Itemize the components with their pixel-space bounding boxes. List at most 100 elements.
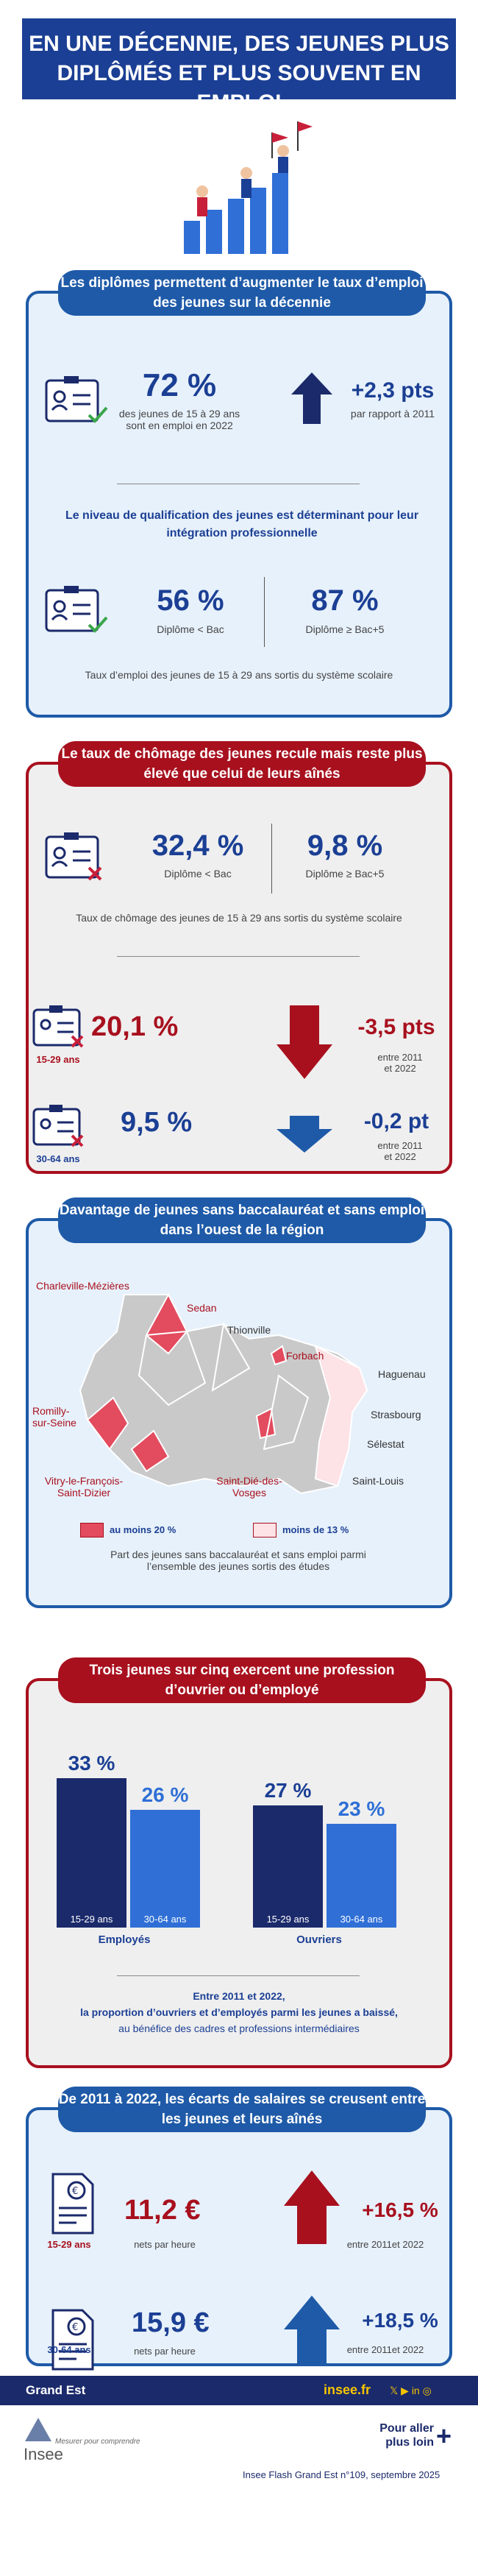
id-card-cross-icon [45, 832, 102, 881]
insee-logo-icon [25, 2418, 51, 2441]
arrow-up-icon [284, 2170, 340, 2244]
region-label: Grand Est [26, 2383, 86, 2397]
divider [117, 1975, 360, 1976]
insee-logo: Insee [24, 2445, 63, 2463]
salary-heading: De 2011 à 2022, les écarts de salaires s… [58, 2087, 426, 2132]
old-salary-unit: nets par heure [134, 2346, 196, 2357]
category-label: Employés [98, 1933, 151, 1946]
payslip-icon: € [51, 2309, 94, 2371]
city-label: Haguenau [378, 1368, 426, 1380]
bar-value-label: 26 % [141, 1783, 189, 1807]
employment-change: +2,3 pts [351, 378, 435, 403]
unemp-low-label: Diplôme < Bac [164, 868, 232, 880]
social-icons[interactable]: 𝕏 ▶ in ◎ [390, 2385, 432, 2396]
city-label: Charleville-Mézières [36, 1280, 129, 1292]
old-unemp-period: entre 2011 et 2022 [377, 1140, 423, 1162]
young-age-label: 15-29 ans [47, 2239, 91, 2250]
young-salary-period: entre 2011et 2022 [346, 2239, 424, 2250]
footer-bar: Grand Est insee.fr 𝕏 ▶ in ◎ [0, 2376, 478, 2405]
bar-employes-young: 15-29 ans [57, 1778, 126, 1928]
divider [117, 956, 360, 957]
employment-change-desc: par rapport à 2011 [350, 408, 435, 420]
map-note: Part des jeunes sans baccalauréat et san… [110, 1549, 366, 1572]
page-title: EN UNE DÉCENNIE, DES JEUNES PLUS DIPLÔMÉ… [22, 18, 456, 115]
arrow-up-icon [291, 372, 332, 424]
young-salary: 11,2 € [124, 2195, 201, 2226]
city-label: Strasbourg [371, 1409, 421, 1420]
divider [264, 577, 265, 647]
old-unemp-change: -0,2 pt [363, 1109, 429, 1133]
legend-high-label: au moins 20 % [110, 1524, 176, 1535]
young-unemp-change: -3,5 pts [357, 1015, 435, 1039]
site-link[interactable]: insee.fr [324, 2382, 371, 2397]
old-age-label: 30-64 ans [36, 1153, 80, 1164]
high-diploma-rate: 87 % [311, 584, 379, 617]
young-salary-unit: nets par heure [134, 2239, 196, 2250]
old-unemp-rate: 9,5 % [121, 1107, 193, 1138]
svg-text:€: € [72, 2186, 78, 2197]
young-age-label: 15-29 ans [36, 1054, 80, 1065]
young-salary-change: +16,5 % [362, 2198, 438, 2221]
arrow-down-icon [277, 1116, 332, 1153]
salary-panel: De 2011 à 2022, les écarts de salaires s… [26, 2087, 452, 2371]
svg-text:€: € [72, 2322, 78, 2333]
profession-heading: Trois jeunes sur cinq exercent une profe… [58, 1657, 426, 1703]
employment-note: Taux d’emploi des jeunes de 15 à 29 ans … [85, 669, 393, 681]
insee-tagline: Mesurer pour comprendre [55, 2438, 140, 2446]
city-label: Romilly-sur-Seine [32, 1405, 76, 1429]
city-label: Sedan [187, 1302, 217, 1314]
legend-swatch-high [80, 1523, 104, 1538]
unemp-high-label: Diplôme ≥ Bac+5 [305, 868, 385, 880]
old-salary-period: entre 2011et 2022 [346, 2344, 424, 2355]
hero-illustration [184, 121, 313, 254]
employment-panel: Les diplômes permettent d’augmenter le t… [26, 270, 452, 718]
source-citation: Insee Flash Grand Est n°109, septembre 2… [243, 2469, 440, 2480]
legend-low-label: moins de 13 % [282, 1524, 349, 1535]
unemp-high-rate: 9,8 % [307, 829, 383, 862]
city-label: Saint-Dié-des-Vosges [216, 1475, 282, 1498]
divider [271, 824, 272, 894]
bar-employes-old: 30-64 ans [130, 1810, 200, 1928]
unemployment-panel: Le taux de chômage des jeunes recule mai… [26, 741, 452, 1174]
profession-panel: Trois jeunes sur cinq exercent une profe… [26, 1657, 452, 2068]
old-salary-change: +18,5 % [362, 2309, 438, 2332]
bar-value-label: 33 % [68, 1752, 115, 1775]
map-heading: Davantage de jeunes sans baccalauréat et… [58, 1197, 426, 1243]
employment-rate-desc: des jeunes de 15 à 29 ans sont en emploi… [118, 408, 240, 431]
category-label: Ouvriers [296, 1933, 342, 1946]
unemp-low-rate: 32,4 % [151, 829, 244, 862]
city-label: Forbach [286, 1350, 324, 1362]
low-diploma-label: Diplôme < Bac [157, 623, 224, 635]
unemployment-note: Taux de chômage des jeunes de 15 à 29 an… [76, 912, 402, 924]
city-label: Vitry-le-François-Saint-Dizier [44, 1475, 124, 1498]
id-card-cross-icon [32, 1005, 84, 1048]
profession-note: Entre 2011 et 2022, [193, 1990, 285, 2002]
map-panel: Davantage de jeunes sans baccalauréat et… [26, 1197, 452, 1608]
unemployment-heading: Le taux de chômage des jeunes recule mai… [58, 741, 426, 787]
id-card-check-icon [45, 586, 108, 633]
id-card-check-icon [45, 376, 108, 423]
city-label: Sélestat [367, 1438, 404, 1450]
profession-note: la proportion d’ouvriers et d’employés p… [80, 2006, 398, 2018]
arrow-up-icon [284, 2296, 340, 2366]
low-diploma-rate: 56 % [157, 584, 224, 617]
profession-note: au bénéfice des cadres et professions in… [118, 2023, 360, 2034]
old-age-label: 30-64 ans [47, 2344, 91, 2355]
more-link[interactable]: Pour aller plus loin [379, 2422, 434, 2449]
bar-chart: 33 % 26 % 27 % 23 % 15-29 ans 30-64 ans … [29, 1681, 449, 1961]
legend-swatch-low [253, 1523, 277, 1538]
young-unemp-period: entre 2011 et 2022 [377, 1052, 423, 1074]
old-salary: 15,9 € [132, 2307, 210, 2338]
bar-value-label: 23 % [338, 1797, 385, 1820]
payslip-icon: € [51, 2173, 94, 2234]
city-label: Thionville [227, 1324, 271, 1336]
plus-icon[interactable]: + [436, 2421, 452, 2451]
high-diploma-label: Diplôme ≥ Bac+5 [305, 623, 385, 635]
qualification-subheading: Le niveau de qualification des jeunes es… [65, 509, 419, 539]
arrow-down-icon [277, 1005, 332, 1079]
bar-value-label: 27 % [264, 1779, 312, 1802]
bar-ouvriers-old: 30-64 ans [327, 1823, 396, 1928]
city-label: Saint-Louis [352, 1475, 404, 1487]
region-map [79, 1292, 368, 1495]
employment-heading: Les diplômes permettent d’augmenter le t… [58, 270, 426, 316]
